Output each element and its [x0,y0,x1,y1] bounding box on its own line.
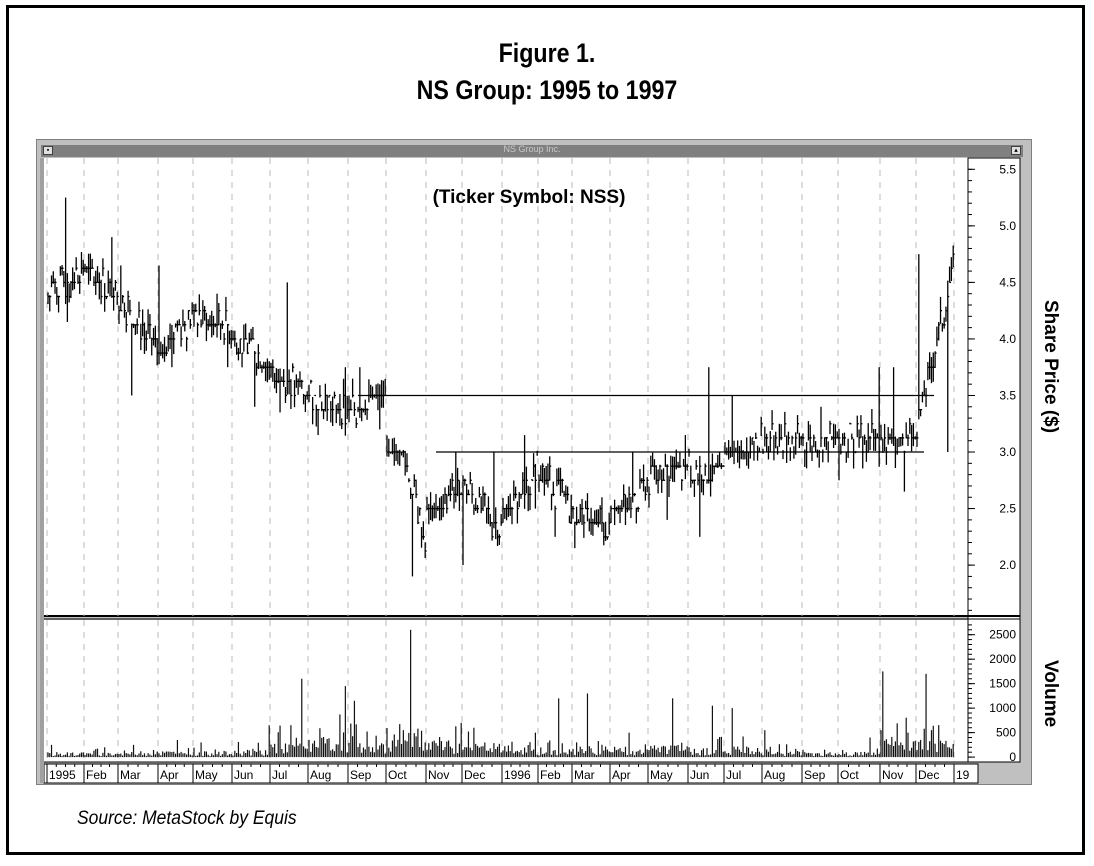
svg-text:(Ticker Symbol: NSS): (Ticker Symbol: NSS) [433,187,626,208]
svg-text:Sep: Sep [350,768,372,782]
svg-text:3.0: 3.0 [999,445,1016,459]
svg-text:Oct: Oct [840,768,859,782]
svg-text:Nov: Nov [428,768,449,782]
svg-text:Sep: Sep [804,768,826,782]
svg-text:Apr: Apr [160,768,179,782]
window-title: NS Group Inc. [503,144,561,154]
svg-text:1500: 1500 [989,677,1016,691]
volume-axis-label: Volume [1040,660,1061,728]
svg-text:3.5: 3.5 [999,388,1016,402]
svg-text:Nov: Nov [882,768,903,782]
source-note: Source: MetaStock by Equis [77,808,297,829]
svg-text:Aug: Aug [764,768,785,782]
svg-text:19: 19 [956,768,970,782]
svg-text:1000: 1000 [989,701,1016,715]
svg-text:2.0: 2.0 [999,558,1016,572]
svg-text:May: May [650,768,673,782]
maximize-icon[interactable]: ▴ [1011,146,1021,155]
svg-text:Apr: Apr [612,768,631,782]
svg-text:2.5: 2.5 [999,502,1016,516]
system-menu-icon[interactable]: ▪ [43,146,53,155]
figure-title: NS Group: 1995 to 1997 [416,75,678,105]
svg-text:5.0: 5.0 [999,219,1016,233]
figure-number: Figure 1. [498,38,596,68]
price-axis-label: Share Price ($) [1040,300,1061,434]
svg-text:4.5: 4.5 [999,275,1016,289]
svg-text:5.5: 5.5 [999,162,1016,176]
svg-text:0: 0 [1009,750,1016,764]
svg-text:Jul: Jul [726,768,741,782]
svg-text:Aug: Aug [310,768,331,782]
svg-text:Feb: Feb [540,768,561,782]
svg-text:2000: 2000 [989,652,1016,666]
svg-text:Oct: Oct [388,768,407,782]
svg-text:May: May [195,768,218,782]
window-titlebar[interactable]: ▪ NS Group Inc. ▴ [41,144,1023,157]
svg-text:500: 500 [996,726,1016,740]
svg-text:Mar: Mar [120,768,141,782]
svg-text:1995: 1995 [49,768,76,782]
svg-text:1996: 1996 [504,768,531,782]
svg-text:Dec: Dec [918,768,939,782]
svg-text:Mar: Mar [574,768,595,782]
svg-text:Feb: Feb [86,768,107,782]
svg-text:Dec: Dec [464,768,485,782]
svg-text:Jun: Jun [234,768,253,782]
svg-text:Jun: Jun [690,768,709,782]
svg-text:4.0: 4.0 [999,332,1016,346]
svg-text:2500: 2500 [989,628,1016,642]
svg-text:Jul: Jul [272,768,287,782]
